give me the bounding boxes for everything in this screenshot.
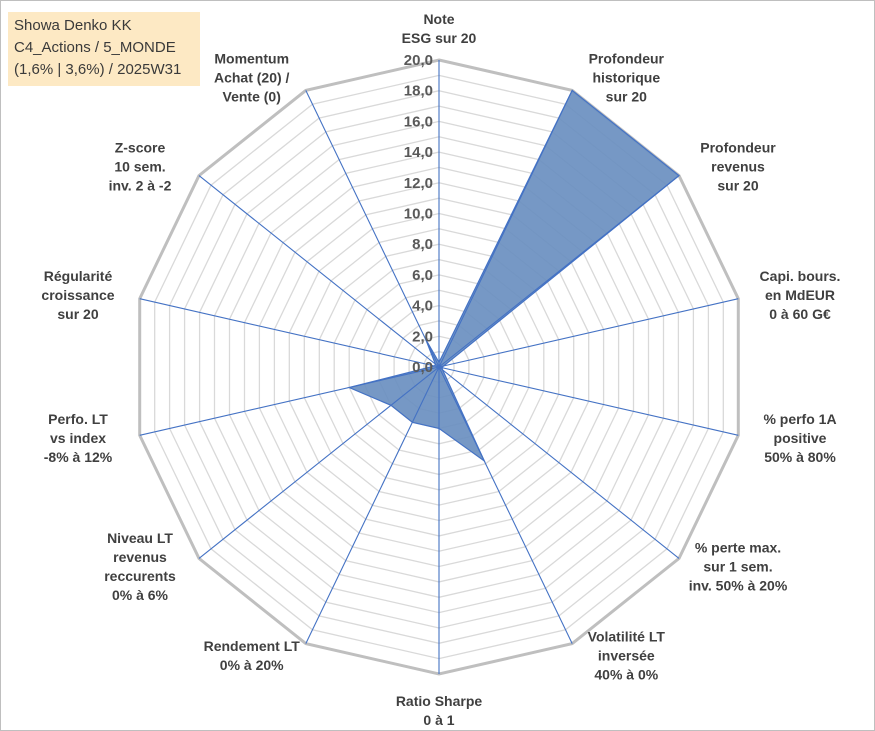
axis-label: en MdEUR <box>765 287 835 303</box>
tick-label: 20,0 <box>404 52 433 69</box>
axis-label: 0 à 1 <box>423 712 454 728</box>
axis-spoke <box>438 175 680 368</box>
tick-label: 10,0 <box>404 206 433 223</box>
axis-label: sur 20 <box>57 306 98 322</box>
axis-label: 0% à 20% <box>220 657 284 673</box>
axis-label: Niveau LT <box>107 530 173 546</box>
spoke-layer <box>139 60 739 674</box>
axis-spoke <box>438 366 680 559</box>
tick-label: 12,0 <box>404 175 433 192</box>
axis-spoke <box>198 175 440 368</box>
tick-label: 16,0 <box>404 113 433 130</box>
tick-label: 18,0 <box>404 83 433 100</box>
axis-spoke <box>438 366 573 644</box>
axis-spoke <box>198 366 440 559</box>
axis-label: Achat (20) / <box>214 69 290 85</box>
axis-spoke <box>139 366 440 436</box>
axis-spoke <box>438 90 573 368</box>
tick-label: 2,0 <box>412 328 433 345</box>
axis-label: inv. 50% à 20% <box>689 578 788 594</box>
tick-label: 14,0 <box>404 144 433 161</box>
axis-label: reccurents <box>104 568 176 584</box>
axis-label: -8% à 12% <box>44 449 113 465</box>
axis-label: 40% à 0% <box>594 667 658 683</box>
axis-spoke <box>305 90 440 368</box>
tick-label: 6,0 <box>412 267 433 284</box>
axis-label: Perfo. LT <box>48 411 108 427</box>
axis-label: 0% à 6% <box>112 587 169 603</box>
axis-label: revenus <box>711 158 765 174</box>
axis-spoke <box>438 366 739 436</box>
axis-label: Régularité <box>44 268 113 284</box>
axis-label: Note <box>423 11 454 27</box>
tick-label: 0,0 <box>412 359 433 376</box>
title-box: Showa Denko KK C4_Actions / 5_MONDE (1,6… <box>8 12 200 86</box>
title-line-1: Showa Denko KK <box>14 17 132 34</box>
axis-label: % perfo 1A <box>763 411 836 427</box>
axis-label: sur 20 <box>606 88 647 104</box>
axis-label: 0 à 60 G€ <box>769 306 831 322</box>
axis-label: revenus <box>113 549 167 565</box>
axis-label: inversée <box>598 648 655 664</box>
tick-label: 4,0 <box>412 298 433 315</box>
axis-label: Profondeur <box>589 50 665 66</box>
axis-label: croissance <box>41 287 114 303</box>
title-line-2: C4_Actions / 5_MONDE <box>14 39 176 56</box>
axis-label: positive <box>774 430 827 446</box>
axis-label: historique <box>592 69 660 85</box>
tick-layer: 0,0 2,0 4,0 6,0 8,0 10,0 12,0 14,0 16,0 18,0 20,0 <box>404 52 433 376</box>
axis-label: Ratio Sharpe <box>396 693 483 709</box>
axis-label: Profondeur <box>700 139 776 155</box>
axis-label: Momentum <box>214 50 289 66</box>
axis-label: Vente (0) <box>223 88 281 104</box>
axis-spoke <box>305 366 440 644</box>
axis-label: Rendement LT <box>204 638 301 654</box>
axis-label: sur 20 <box>717 177 758 193</box>
axis-label: Z-score <box>115 139 166 155</box>
axis-spoke <box>139 298 440 368</box>
axis-label: sur 1 sem. <box>703 559 772 575</box>
label-layer: Note ESG sur 20 Profondeur historique sur 20… <box>41 11 840 728</box>
axis-label: 10 sem. <box>114 158 165 174</box>
axis-label: 50% à 80% <box>764 449 836 465</box>
axis-label: inv. 2 à -2 <box>109 177 172 193</box>
tick-label: 8,0 <box>412 236 433 253</box>
title-line-3: (1,6% | 3,6%) / 2025W31 <box>14 61 182 78</box>
axis-label: Capi. bours. <box>760 268 841 284</box>
axis-label: ESG sur 20 <box>402 30 477 46</box>
axis-label: Volatilité LT <box>588 629 666 645</box>
axis-label: % perte max. <box>695 540 781 556</box>
axis-label: vs index <box>50 430 106 446</box>
axis-spoke <box>438 298 739 368</box>
